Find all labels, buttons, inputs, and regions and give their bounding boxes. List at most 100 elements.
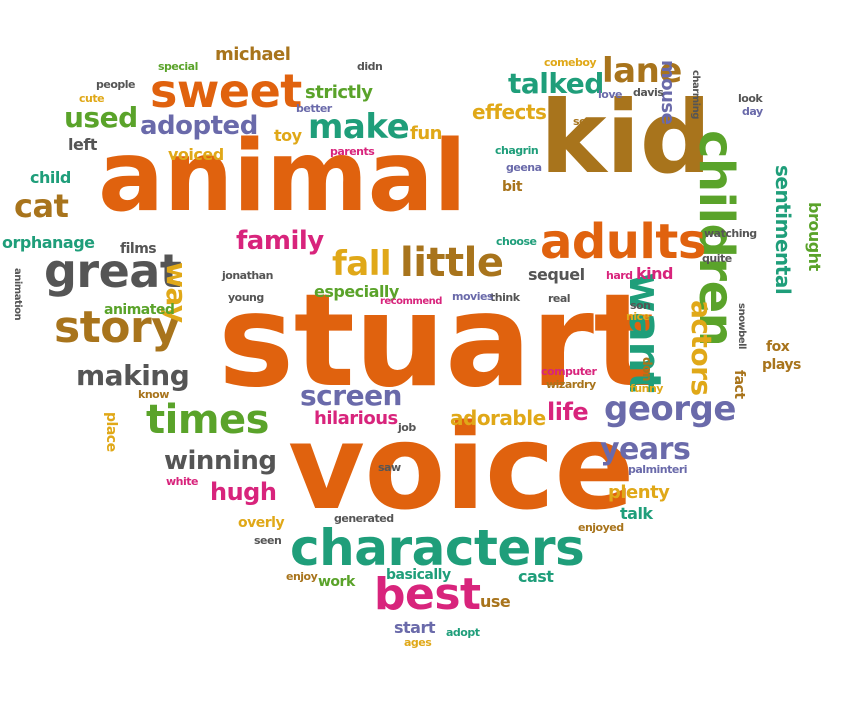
word-white: white <box>166 475 198 488</box>
word-overly: overly <box>238 515 285 531</box>
word-seen: seen <box>254 534 282 547</box>
word-cast: cast <box>518 567 554 586</box>
word-bit: bit <box>502 179 523 195</box>
word-plenty: plenty <box>608 482 670 503</box>
word-talk: talk <box>620 504 653 523</box>
word-place: place <box>103 412 119 452</box>
word-real: real <box>548 292 571 305</box>
word-sentimental: sentimental <box>771 165 795 295</box>
word-strictly: strictly <box>305 82 373 103</box>
word-computer: computer <box>541 365 597 378</box>
word-toy: toy <box>274 126 302 145</box>
word-work: work <box>318 574 355 590</box>
word-orphanage: orphanage <box>2 233 95 252</box>
word-left: left <box>68 135 97 154</box>
word-saw: saw <box>378 461 401 474</box>
word-enjoy: enjoy <box>286 570 318 583</box>
word-times: times <box>146 397 269 443</box>
word-screen: screen <box>300 379 403 412</box>
word-young: young <box>228 291 264 304</box>
word-special: special <box>158 60 198 73</box>
word-davis: davis <box>633 86 664 99</box>
word-quite: quite <box>702 252 732 265</box>
word-day: day <box>742 105 763 118</box>
word-job: job <box>398 421 416 434</box>
word-comeboy: comeboy <box>544 56 597 69</box>
word-family: family <box>236 226 324 256</box>
word-adopted: adopted <box>140 111 258 141</box>
word-don: don <box>640 357 654 381</box>
word-voice: voice <box>288 398 634 536</box>
word-kid: kid <box>540 79 711 196</box>
word-basically: basically <box>386 567 451 583</box>
word-fox: fox <box>766 339 790 355</box>
word-cute: cute <box>79 92 105 105</box>
word-talked: talked <box>508 67 604 100</box>
word-hard: hard <box>606 269 633 282</box>
word-sequel: sequel <box>528 265 585 284</box>
word-use: use <box>480 592 511 611</box>
word-actors: actors <box>685 300 718 396</box>
word-jonathan: jonathan <box>222 269 273 282</box>
word-watching: watching <box>704 227 757 240</box>
word-love: love <box>598 88 622 101</box>
word-ages: ages <box>404 636 432 649</box>
word-set: set <box>573 115 591 128</box>
word-son: son <box>630 299 651 312</box>
word-make: make <box>308 107 410 147</box>
word-nice: nice <box>626 310 650 323</box>
word-cat: cat <box>14 187 69 225</box>
word-adults: adults <box>540 214 706 270</box>
word-fall: fall <box>332 244 392 284</box>
word-didn: didn <box>357 60 383 73</box>
word-chagrin: chagrin <box>495 144 539 157</box>
word-parents: parents <box>330 145 375 158</box>
word-brought: brought <box>805 202 824 271</box>
word-kind: kind <box>636 264 673 283</box>
word-years: years <box>600 432 691 467</box>
word-michael: michael <box>215 44 291 65</box>
word-lane: lane <box>602 51 682 91</box>
word-story: story <box>54 302 180 353</box>
word-animation: animation <box>12 268 23 321</box>
word-hugh: hugh <box>210 478 277 506</box>
word-wizardry: wizardry <box>546 378 596 391</box>
word-adopt: adopt <box>446 626 480 639</box>
word-choose: choose <box>496 235 537 248</box>
word-snowbell: snowbell <box>736 303 747 349</box>
word-generated: generated <box>334 512 394 525</box>
word-used: used <box>64 101 138 134</box>
word-animal: animal <box>98 120 467 234</box>
word-start: start <box>394 618 436 637</box>
word-charming: charming <box>690 70 701 119</box>
word-better: better <box>296 102 332 115</box>
word-making: making <box>76 359 190 392</box>
word-especially: especially <box>314 282 399 301</box>
word-geena: geena <box>506 161 542 174</box>
word-hilarious: hilarious <box>314 408 398 429</box>
word-characters: characters <box>290 519 585 577</box>
word-people: people <box>96 78 136 91</box>
word-films: films <box>120 241 157 257</box>
word-life: life <box>547 398 589 426</box>
word-funny: funny <box>630 382 663 395</box>
word-stuart: stuart <box>218 267 655 416</box>
word-enjoyed: enjoyed <box>578 521 624 534</box>
word-movies: movies <box>452 290 493 303</box>
word-george: george <box>604 389 736 429</box>
word-think: think <box>490 291 520 304</box>
word-child: child <box>30 168 71 187</box>
word-winning: winning <box>164 446 277 476</box>
word-look: look <box>738 92 763 105</box>
word-adorable: adorable <box>450 406 546 430</box>
word-fact: fact <box>731 370 747 399</box>
word-little: little <box>400 240 504 286</box>
word-sweet: sweet <box>150 64 302 118</box>
word-palminteri: palminteri <box>628 463 688 476</box>
word-fun: fun <box>410 123 442 144</box>
word-best: best <box>374 569 481 620</box>
word-animated: animated <box>104 302 175 318</box>
word-recommend: recommend <box>380 296 442 307</box>
word-voiced: voiced <box>168 145 224 164</box>
